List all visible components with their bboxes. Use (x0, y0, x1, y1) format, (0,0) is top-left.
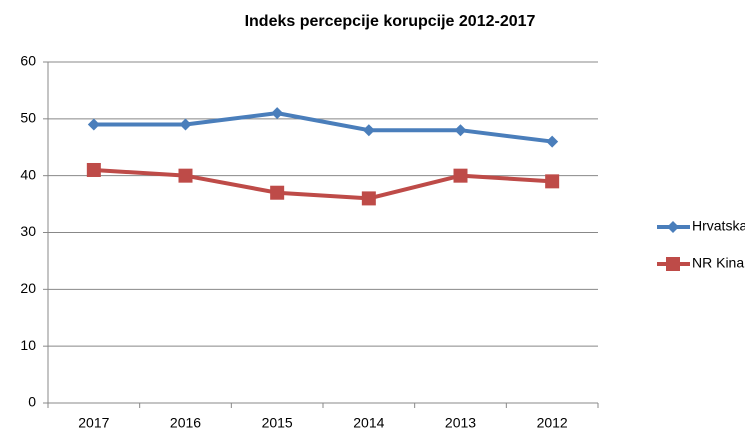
series-line (93, 111, 553, 144)
x-tick-label: 2016 (170, 415, 201, 431)
data-point (178, 168, 193, 183)
y-tick-label: 30 (20, 223, 36, 239)
x-tick-label: 2017 (78, 415, 109, 431)
legend-label: NR Kina (692, 255, 744, 271)
data-point (454, 124, 467, 137)
x-tick-label: 2015 (262, 415, 293, 431)
y-tick-label: 60 (20, 53, 36, 69)
chart-title: Indeks percepcije korupcije 2012-2017 (245, 13, 536, 30)
legend-marker (667, 221, 679, 233)
data-point (271, 107, 284, 120)
series-line (93, 167, 553, 201)
data-point (87, 118, 100, 131)
y-tick-label: 40 (20, 166, 36, 182)
y-tick-label: 0 (28, 394, 36, 410)
legend-label: Hrvatska (692, 218, 745, 234)
data-point (270, 185, 285, 200)
data-point (546, 135, 559, 148)
y-tick-label: 10 (20, 337, 36, 353)
data-point (361, 191, 376, 206)
data-point (179, 118, 192, 131)
data-point (362, 124, 375, 137)
x-tick-label: 2014 (353, 415, 384, 431)
legend-marker (666, 257, 680, 271)
x-tick-label: 2013 (445, 415, 476, 431)
data-point (86, 162, 101, 177)
data-point (453, 168, 468, 183)
y-tick-label: 20 (20, 280, 36, 296)
y-tick-label: 50 (20, 110, 36, 126)
x-tick-label: 2012 (537, 415, 568, 431)
data-point (545, 174, 560, 189)
